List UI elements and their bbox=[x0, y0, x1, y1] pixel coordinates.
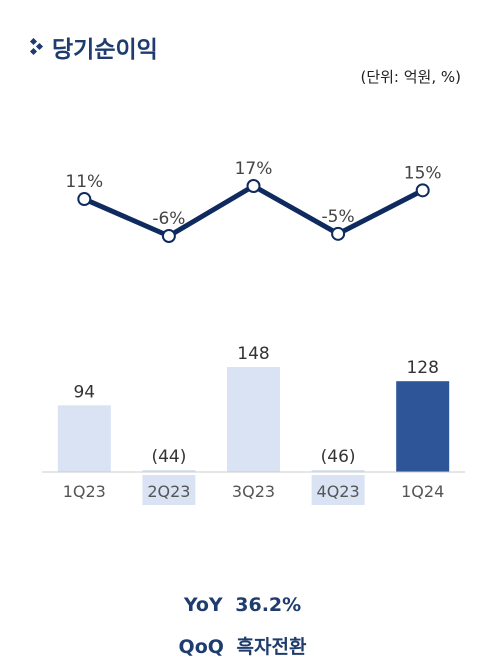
x-tick-label: 1Q23 bbox=[63, 482, 106, 501]
x-tick-label: 4Q23 bbox=[317, 482, 360, 501]
line-value-label: 15% bbox=[404, 163, 442, 183]
unit-label: (단위: 억원, %) bbox=[360, 68, 461, 86]
tick-highlight-bg bbox=[311, 475, 365, 505]
title-group: 당기순이익 bbox=[28, 30, 158, 64]
bar-value-label: 148 bbox=[237, 344, 269, 364]
line-point bbox=[246, 179, 261, 193]
line-value-label: 11% bbox=[65, 172, 103, 192]
bar-value-label: (46) bbox=[321, 447, 356, 467]
bar-2Q23 bbox=[142, 470, 196, 472]
bar-value-label: 94 bbox=[73, 382, 95, 402]
tick-highlight-bg bbox=[142, 475, 196, 505]
net-income-chart: 94 (44) 148 (46) 128 1Q23 2Q23 3Q23 4Q23 1Q24 11% -… bbox=[42, 159, 465, 505]
line-value-label: 17% bbox=[235, 159, 273, 179]
yoy-summary: YoY 36.2% bbox=[183, 594, 302, 616]
bar-value-label: 128 bbox=[406, 358, 438, 378]
x-tick-label: 1Q24 bbox=[401, 482, 444, 501]
line-point bbox=[331, 226, 346, 241]
qoq-summary: QoQ 흑자전환 bbox=[178, 636, 307, 658]
line-value-label: -6% bbox=[152, 209, 185, 229]
line-value-label: -5% bbox=[322, 207, 355, 227]
bar-3Q23 bbox=[227, 367, 280, 472]
line-point bbox=[415, 183, 430, 198]
line-point bbox=[161, 229, 176, 243]
bar-value-label: (44) bbox=[151, 447, 186, 467]
line-point bbox=[77, 192, 92, 207]
bar-4Q23 bbox=[311, 470, 365, 472]
x-tick-label: 2Q23 bbox=[147, 482, 190, 501]
diamond-bullet-icon bbox=[29, 38, 44, 56]
chart-title: 당기순이익 bbox=[52, 37, 158, 63]
x-tick-label: 3Q23 bbox=[232, 482, 275, 501]
bar-1Q24 bbox=[396, 381, 450, 472]
yoy-growth-line bbox=[81, 183, 426, 239]
bar-1Q23 bbox=[57, 405, 111, 472]
